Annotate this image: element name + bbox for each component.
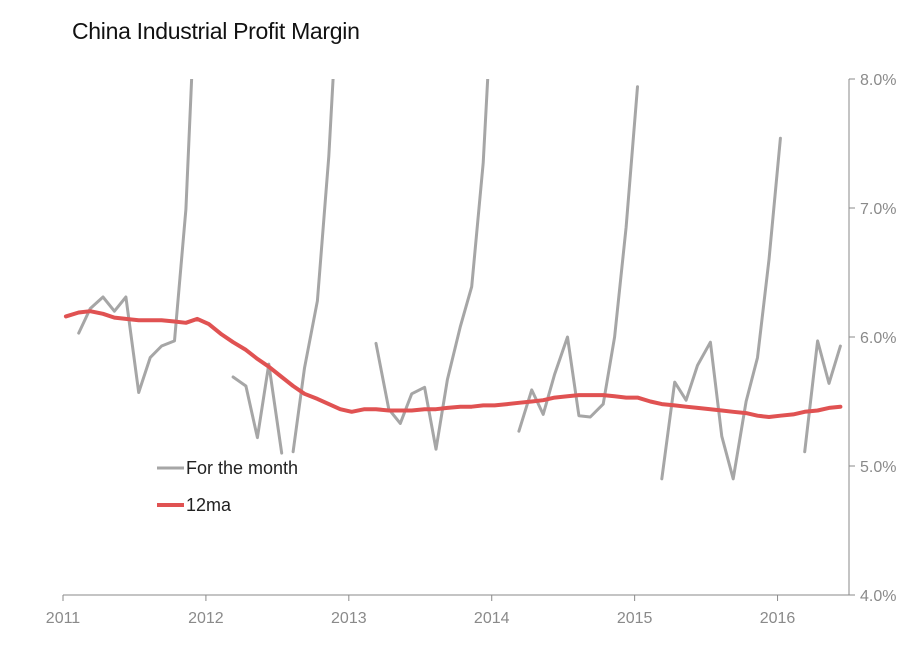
series-line-12ma [63, 309, 843, 419]
x-tick-label: 2016 [760, 610, 796, 627]
legend: For the month 12ma [157, 458, 298, 515]
x-tick-label: 2011 [46, 610, 81, 627]
series-line-for-the-month [803, 339, 842, 454]
series-layer [63, 79, 843, 481]
x-tick-label: 2014 [474, 610, 510, 627]
chart-title: China Industrial Profit Margin [72, 18, 360, 44]
y-tick-label: 6.0% [860, 330, 896, 347]
series-12ma [63, 309, 843, 419]
series-line-for-the-month [77, 79, 194, 394]
legend-label-for-the-month: For the month [186, 458, 298, 478]
y-tick-label: 5.0% [860, 459, 896, 476]
series-line-for-the-month [517, 85, 639, 433]
series-line-for-the-month [291, 79, 335, 454]
series-line-for-the-month [660, 136, 782, 481]
x-tick-label: 2013 [331, 610, 367, 627]
y-tick-label: 4.0% [860, 588, 896, 605]
y-tick-label: 8.0% [860, 72, 896, 89]
y-tick-label: 7.0% [860, 201, 896, 218]
x-tick-label: 2015 [617, 610, 653, 627]
x-tick-label: 2012 [188, 610, 224, 627]
legend-label-12ma: 12ma [186, 495, 232, 515]
axes: 2011 2012 2013 2014 2015 2016 4.0% 5.0% 6.0% 7.0%… [46, 72, 897, 627]
series-line-for-the-month [231, 362, 284, 455]
series-line-for-the-month [374, 79, 490, 451]
series-for-the-month [77, 79, 842, 481]
